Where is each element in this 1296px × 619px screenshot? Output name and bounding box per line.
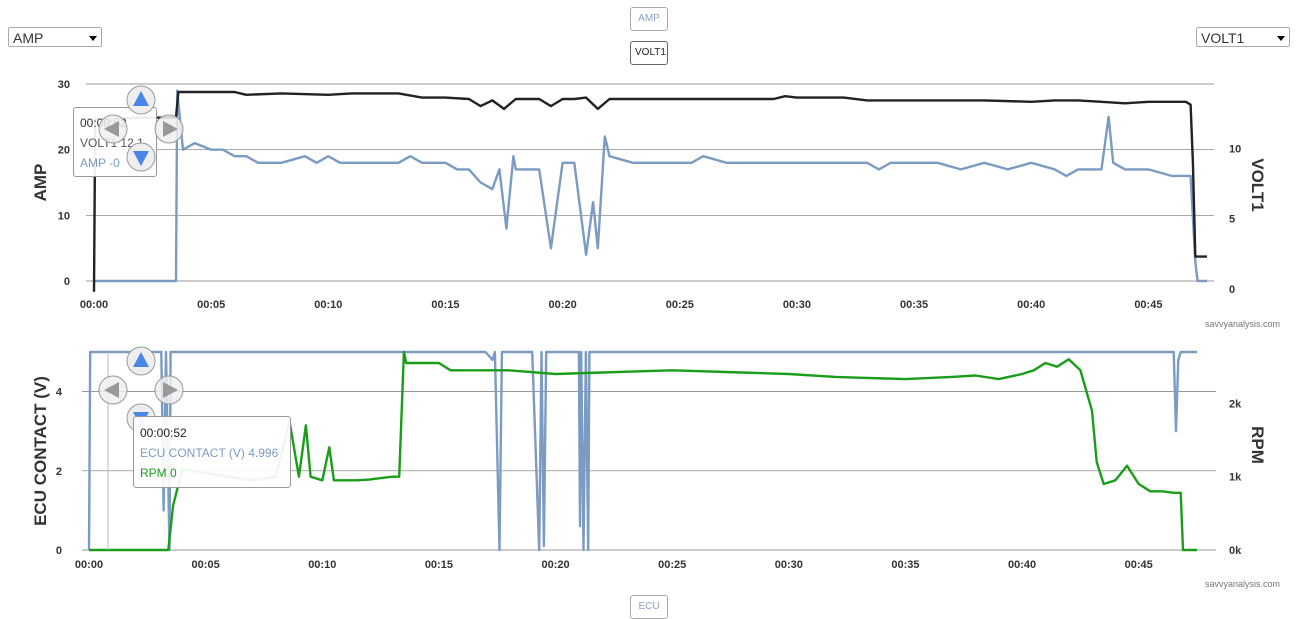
tooltip-time: 00:00:52 bbox=[140, 426, 187, 440]
x-tick-label: 00:30 bbox=[775, 559, 803, 571]
series-line-rpm bbox=[89, 350, 1197, 552]
nav-left-icon[interactable] bbox=[98, 114, 128, 144]
y2-axis-label: VOLT1 bbox=[1248, 158, 1267, 212]
credit-bottom: savvyanalysis.com bbox=[1205, 579, 1280, 589]
y-tick-label: 20 bbox=[58, 145, 70, 157]
x-tick-label: 00:45 bbox=[1134, 299, 1162, 311]
y2-tick-label: 1k bbox=[1229, 472, 1242, 484]
tooltip-ecu-value: 4.996 bbox=[248, 446, 279, 460]
bottom-tooltip: 00:00:52 ECU CONTACT (V) 4.996 RPM 0 bbox=[133, 416, 291, 488]
top-chart[interactable]: 0 10 20 30 0 5 10 00:00 00:05 00:10 00:15 00:20 00:2… bbox=[31, 79, 1267, 311]
y-tick-label: 4 bbox=[56, 387, 63, 399]
x-tick-label: 00:20 bbox=[549, 299, 577, 311]
amp-toggle-button[interactable]: AMP bbox=[630, 7, 668, 31]
y-tick-label: 30 bbox=[58, 79, 70, 91]
nav-up-icon[interactable] bbox=[126, 85, 156, 115]
x-tick-label: 00:25 bbox=[658, 559, 686, 571]
x-tick-label: 00:00 bbox=[75, 559, 103, 571]
y2-tick-label: 0 bbox=[1229, 284, 1235, 296]
x-tick-label: 00:10 bbox=[308, 559, 336, 571]
chevron-down-icon bbox=[1277, 36, 1285, 41]
nav-up-icon[interactable] bbox=[126, 346, 156, 376]
x-tick-label: 00:30 bbox=[783, 299, 811, 311]
x-tick-label: 00:15 bbox=[425, 559, 453, 571]
x-tick-label: 00:10 bbox=[314, 299, 342, 311]
y2-tick-label: 5 bbox=[1229, 214, 1235, 226]
series-line-volt1 bbox=[92, 90, 1207, 292]
x-tick-label: 00:25 bbox=[666, 299, 694, 311]
series-line-amp bbox=[94, 89, 1207, 283]
x-tick-label: 00:35 bbox=[891, 559, 919, 571]
x-tick-label: 00:05 bbox=[192, 559, 220, 571]
y-tick-label: 0 bbox=[56, 545, 62, 557]
left-axis-select-value: AMP bbox=[13, 30, 44, 46]
y2-tick-label: 2k bbox=[1229, 398, 1242, 410]
tooltip-ecu-label: ECU CONTACT (V) bbox=[140, 446, 245, 460]
x-tick-label: 00:45 bbox=[1125, 559, 1153, 571]
chevron-down-icon bbox=[89, 36, 97, 41]
y-tick-label: 10 bbox=[58, 210, 70, 222]
tooltip-ecu: ECU CONTACT (V) 4.996 bbox=[140, 443, 284, 463]
y-axis-label: ECU CONTACT (V) bbox=[31, 376, 50, 526]
x-tick-label: 00:05 bbox=[197, 299, 225, 311]
tooltip-amp: AMP -0 bbox=[80, 153, 150, 173]
y2-axis-label: RPM bbox=[1248, 426, 1267, 464]
x-tick-label: 00:35 bbox=[900, 299, 928, 311]
tooltip-rpm: RPM 0 bbox=[140, 463, 284, 483]
bottom-chart[interactable]: 0 2 4 0k 1k 2k 00:00 00:05 00:10 00:15 00:20 00:25 0… bbox=[31, 350, 1267, 571]
nav-right-icon[interactable] bbox=[154, 114, 184, 144]
tooltip-amp-label: AMP bbox=[80, 156, 106, 170]
tooltip-rpm-label: RPM bbox=[140, 466, 167, 480]
volt1-toggle-button[interactable]: VOLT1 bbox=[630, 41, 668, 65]
y2-tick-label: 0k bbox=[1229, 545, 1242, 557]
left-axis-select[interactable]: AMP bbox=[8, 27, 102, 47]
y2-tick-label: 10 bbox=[1229, 143, 1241, 155]
tooltip-rpm-value: 0 bbox=[170, 466, 177, 480]
y-tick-label: 0 bbox=[64, 276, 70, 288]
x-tick-label: 00:15 bbox=[431, 299, 459, 311]
x-tick-label: 00:00 bbox=[80, 299, 108, 311]
nav-down-icon[interactable] bbox=[126, 142, 156, 172]
tooltip-amp-value: -0 bbox=[109, 156, 120, 170]
right-axis-select-value: VOLT1 bbox=[1201, 30, 1245, 46]
y-axis-label: AMP bbox=[31, 164, 50, 202]
y-tick-label: 2 bbox=[56, 466, 62, 478]
nav-left-icon[interactable] bbox=[98, 375, 128, 405]
credit-top: savvyanalysis.com bbox=[1205, 319, 1280, 329]
nav-right-icon[interactable] bbox=[154, 375, 184, 405]
x-tick-label: 00:40 bbox=[1008, 559, 1036, 571]
x-tick-label: 00:20 bbox=[541, 559, 569, 571]
x-tick-label: 00:40 bbox=[1017, 299, 1045, 311]
right-axis-select[interactable]: VOLT1 bbox=[1196, 27, 1290, 47]
